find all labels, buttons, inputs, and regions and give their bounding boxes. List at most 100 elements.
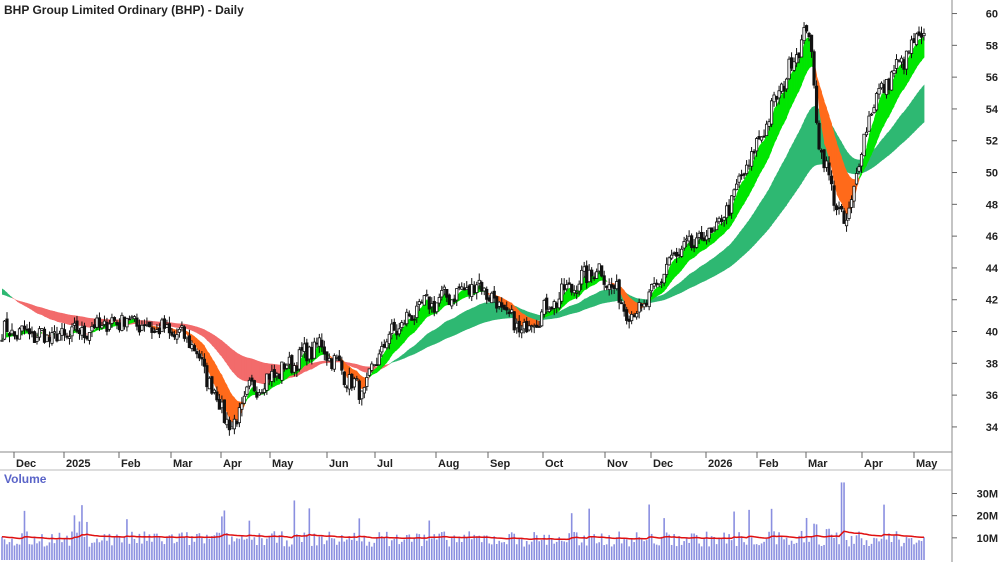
volume-bar	[193, 541, 196, 560]
candle-body	[130, 316, 134, 319]
volume-bar	[338, 541, 341, 560]
volume-bar	[18, 544, 21, 560]
candle-body	[245, 386, 249, 395]
candle-body	[172, 334, 177, 338]
time-axis-ticks: Dec 2025 Feb Mar Apr May Jun Jul Aug Sep Oct Nov Dec…	[13, 452, 938, 470]
candle-body	[445, 288, 449, 298]
candle-body	[720, 218, 724, 223]
long-band-segment	[214, 335, 218, 352]
volume-bar	[525, 541, 528, 560]
candle-body	[682, 241, 686, 249]
long-band-segment	[731, 239, 735, 266]
candle-body	[225, 418, 229, 426]
volume-bar	[453, 535, 456, 560]
volume-bar	[855, 535, 858, 560]
candle-body	[797, 52, 801, 59]
candle-body	[517, 320, 521, 333]
long-band-segment	[594, 292, 598, 307]
volume-bar	[378, 532, 381, 560]
long-band-segment	[466, 309, 470, 330]
volume-bar	[843, 482, 845, 560]
candle-body	[332, 355, 336, 370]
volume-bar	[898, 539, 900, 560]
candle-body	[240, 403, 244, 410]
volume-bar	[311, 545, 313, 560]
long-band-segment	[204, 329, 208, 341]
volume-bar	[246, 538, 248, 560]
long-band-segment	[601, 290, 605, 304]
volume-tick-label: 30M	[977, 489, 998, 501]
volume-bar	[918, 540, 920, 560]
candle-body	[772, 94, 776, 103]
short-band-segment	[886, 87, 890, 120]
volume-bar	[88, 546, 91, 560]
candle-body	[342, 371, 346, 386]
volume-bar	[748, 509, 750, 560]
long-band-segment	[761, 196, 765, 237]
volume-bar	[858, 531, 860, 560]
volume-bar	[143, 531, 146, 560]
volume-bar	[33, 536, 36, 560]
volume-bar	[580, 542, 583, 560]
short-band-segment	[916, 39, 920, 68]
volume-bar	[156, 533, 158, 560]
candle-body	[804, 25, 809, 32]
candle-body	[537, 326, 541, 328]
volume-bar	[923, 537, 925, 560]
long-band-segment	[764, 192, 767, 235]
volume-bar	[36, 543, 38, 560]
volume-bar	[306, 534, 308, 560]
long-band-segment	[684, 276, 688, 292]
short-band-segment	[344, 362, 348, 379]
long-band-segment	[424, 333, 428, 349]
time-tick-label: Oct	[545, 458, 564, 470]
candle-body	[872, 107, 876, 114]
long-band-segment	[224, 342, 228, 365]
volume-bar	[693, 533, 695, 560]
candle-body	[467, 285, 471, 295]
price-tick-label: 58	[986, 40, 998, 52]
long-band-segment	[724, 247, 728, 271]
short-band-segment	[824, 100, 827, 151]
candle-body	[550, 306, 554, 310]
candle-body	[345, 386, 349, 389]
volume-bar	[61, 542, 63, 560]
volume-bar	[593, 534, 595, 560]
volume-bar	[368, 541, 371, 560]
volume-bar	[166, 536, 168, 560]
volume-bar	[513, 533, 516, 560]
time-tick-label: Dec	[16, 458, 36, 470]
long-band-segment	[234, 350, 238, 377]
volume-bar	[823, 544, 825, 560]
long-band-segment	[171, 322, 175, 328]
long-band-segment	[349, 362, 353, 368]
volume-bar	[640, 539, 643, 560]
long-band-segment	[419, 338, 423, 352]
long-band-segment	[686, 274, 690, 290]
long-band-segment	[84, 317, 88, 328]
candle-body	[512, 311, 516, 331]
volume-bar	[321, 536, 323, 560]
volume-bar	[603, 545, 605, 560]
candle-body	[922, 32, 926, 37]
volume-bar	[273, 531, 276, 560]
candle-body	[769, 100, 774, 125]
short-band-segment	[234, 397, 238, 423]
volume-bar	[238, 538, 241, 560]
volume-bar	[430, 538, 433, 560]
candle-body	[272, 369, 276, 378]
long-band-segment	[429, 330, 433, 347]
candle-body	[530, 325, 534, 327]
price-tick-label: 40	[986, 327, 998, 339]
volume-bar	[833, 538, 835, 560]
candle-body	[157, 327, 162, 335]
short-band-segment	[196, 338, 200, 353]
volume-bar	[488, 543, 491, 560]
volume-bar	[698, 543, 700, 560]
volume-panel-label: Volume	[4, 472, 47, 486]
long-band-segment	[471, 307, 475, 328]
long-band-segment	[421, 336, 425, 351]
volume-bar	[186, 532, 188, 560]
candle-body	[420, 301, 424, 304]
volume-bar	[910, 537, 913, 560]
